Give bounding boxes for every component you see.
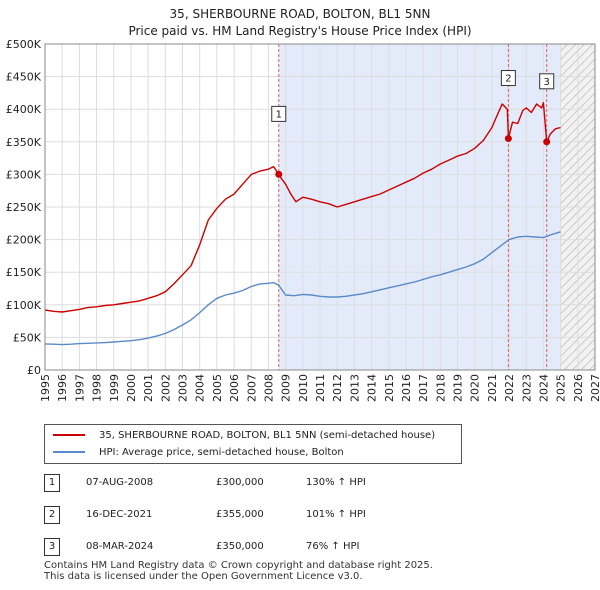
x-tick-label: 2005 (211, 374, 224, 402)
legend-label-price: 35, SHERBOURNE ROAD, BOLTON, BL1 5NN (se… (99, 430, 436, 441)
y-tick-label: £450K (6, 71, 42, 84)
sale-label: 2 (505, 74, 511, 85)
x-tick-label: 2026 (572, 374, 585, 402)
y-tick-label: £250K (6, 201, 42, 214)
sale-point (504, 135, 512, 143)
y-tick-label: £400K (6, 103, 42, 116)
y-tick-label: £200K (6, 234, 42, 247)
x-tick-label: 1996 (56, 374, 69, 402)
y-tick-label: £50K (13, 331, 42, 344)
x-tick-label: 2004 (194, 374, 207, 402)
x-tick-label: 2000 (125, 374, 138, 402)
plot-frame (44, 43, 596, 371)
sale-label: 1 (276, 109, 282, 120)
x-tick-label: 2015 (383, 374, 396, 402)
sale-hpi-change: 130% ↑ HPI (306, 477, 366, 488)
sale-number: 2 (44, 506, 60, 524)
footer: Contains HM Land Registry data © Crown c… (44, 560, 433, 582)
x-tick-label: 2008 (262, 374, 275, 402)
y-tick-label: £350K (6, 136, 42, 149)
sale-label: 3 (544, 77, 550, 88)
x-tick-label: 2018 (434, 374, 447, 402)
y-tick-label: £0 (27, 364, 41, 377)
x-tick-label: 2017 (417, 374, 430, 402)
sale-date: 07-AUG-2008 (86, 477, 154, 488)
x-tick-label: 2007 (245, 374, 258, 402)
sale-hpi-change: 101% ↑ HPI (306, 509, 366, 520)
chart-title-block: 35, SHERBOURNE ROAD, BOLTON, BL1 5NN Pri… (0, 6, 600, 40)
y-tick-label: £500K (6, 38, 42, 51)
sale-point (543, 138, 551, 146)
footer-licence: This data is licensed under the Open Gov… (44, 571, 363, 582)
x-tick-label: 1999 (108, 374, 121, 402)
x-tick-label: 1995 (39, 374, 52, 402)
sale-number: 3 (44, 538, 60, 556)
x-tick-label: 2013 (348, 374, 361, 402)
x-tick-label: 2002 (159, 374, 172, 402)
sale-price: £300,000 (216, 477, 264, 488)
x-tick-label: 1998 (91, 374, 104, 402)
sale-price: £355,000 (216, 509, 264, 520)
sale-price: £350,000 (216, 541, 264, 552)
sale-number: 1 (44, 474, 60, 492)
x-tick-label: 2022 (503, 374, 516, 402)
x-tick-label: 2011 (314, 374, 327, 402)
y-tick-label: £300K (6, 168, 42, 181)
sale-hpi-change: 76% ↑ HPI (306, 541, 360, 552)
legend: 35, SHERBOURNE ROAD, BOLTON, BL1 5NN (se… (44, 424, 462, 464)
sale-label-box (271, 105, 287, 122)
legend-item-hpi: HPI: Average price, semi-detached house,… (53, 445, 344, 461)
x-tick-label: 2024 (537, 374, 550, 402)
price-chart: 1 2 3 £0 £50K £100K £150K £200K £250K £300K £350K £… (6, 38, 600, 402)
chart-subtitle: Price paid vs. HM Land Registry's House … (128, 24, 472, 38)
x-tick-label: 2023 (520, 374, 533, 402)
legend-swatch-price (53, 434, 85, 436)
x-tick-label: 2012 (331, 374, 344, 402)
x-tick-label: 2006 (228, 374, 241, 402)
sale-date: 08-MAR-2024 (86, 541, 154, 552)
x-tick-label: 2009 (280, 374, 293, 402)
legend-label-hpi: HPI: Average price, semi-detached house,… (99, 447, 344, 458)
x-tick-label: 2003 (177, 374, 190, 402)
y-tick-label: £100K (6, 299, 42, 312)
x-tick-label: 2001 (142, 374, 155, 402)
chart-title: 35, SHERBOURNE ROAD, BOLTON, BL1 5NN (169, 7, 431, 21)
x-tick-label: 1997 (73, 374, 86, 402)
hpi-line (44, 231, 561, 346)
x-tick-label: 2020 (469, 374, 482, 402)
sale-label-box (539, 73, 555, 90)
y-tick-label: £150K (6, 266, 42, 279)
x-tick-label: 2027 (589, 374, 600, 402)
sale-label-box (500, 70, 516, 87)
x-tick-label: 2010 (297, 374, 310, 402)
x-tick-label: 2025 (555, 374, 568, 402)
x-tick-label: 2019 (452, 374, 465, 402)
x-tick-label: 2016 (400, 374, 413, 402)
x-tick-label: 2021 (486, 374, 499, 402)
footer-copyright: Contains HM Land Registry data © Crown c… (44, 560, 433, 571)
sale-date: 16-DEC-2021 (86, 509, 153, 520)
sale-point (275, 170, 283, 178)
legend-swatch-hpi (53, 451, 85, 453)
legend-item-price: 35, SHERBOURNE ROAD, BOLTON, BL1 5NN (se… (53, 428, 435, 444)
x-tick-label: 2014 (366, 374, 379, 402)
